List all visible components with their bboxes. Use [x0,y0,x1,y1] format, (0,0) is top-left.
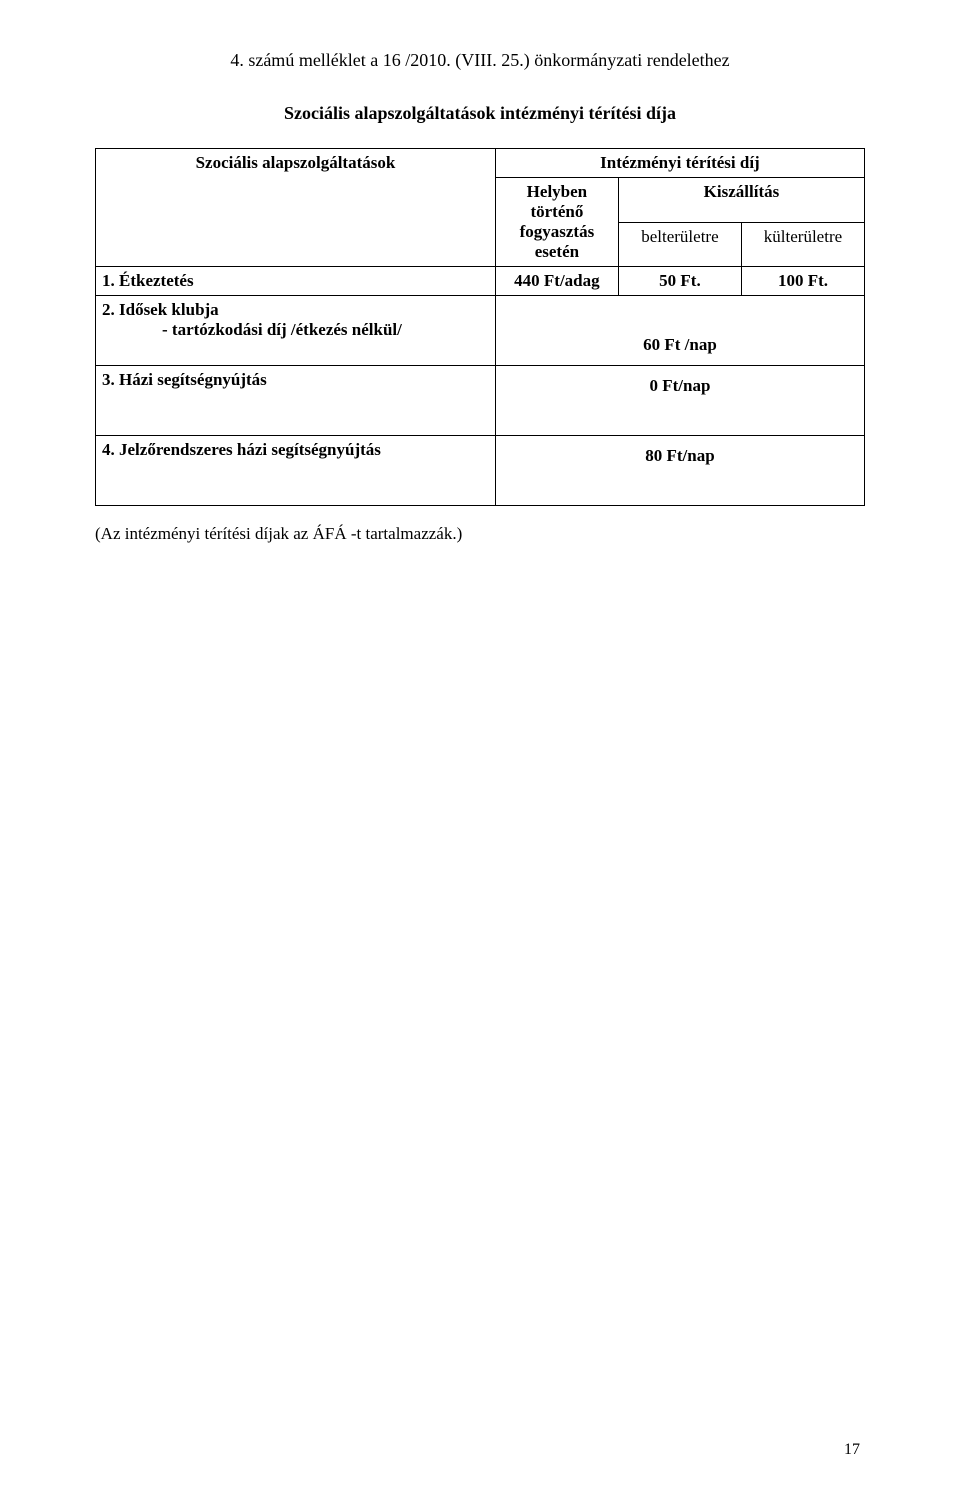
table-row: 4. Jelzőrendszeres házi segítségnyújtás … [96,436,865,506]
table-row: 2. Idősek klubja - tartózkodási díj /étk… [96,296,865,366]
page-number: 17 [844,1441,860,1459]
header-left-label: Szociális alapszolgáltatások [96,149,496,267]
row-col-c: 100 Ft. [741,267,864,296]
header-top-line: 4. számú melléklet a 16 /2010. (VIII. 25… [95,50,865,71]
row-label: 2. Idősek klubja - tartózkodási díj /étk… [96,296,496,366]
header-delivery-label: Kiszállítás [618,178,864,223]
footnote: (Az intézményi térítési díjak az ÁFÁ -t … [95,524,865,544]
row-label: 1. Étkeztetés [96,267,496,296]
header-outer-area-label: külterületre [741,222,864,267]
row-merged-value: 60 Ft /nap [495,296,864,366]
page-container: 4. számú melléklet a 16 /2010. (VIII. 25… [0,0,960,584]
row-label-sub: - tartózkodási díj /étkezés nélkül/ [102,320,402,339]
row-col-b: 50 Ft. [618,267,741,296]
row-merged-value: 0 Ft/nap [495,366,864,436]
table-row: 1. Étkeztetés 440 Ft/adag 50 Ft. 100 Ft. [96,267,865,296]
header-subtitle: Szociális alapszolgáltatások intézményi … [95,103,865,124]
row-label-bold: 2. Idősek klubja [102,300,219,319]
fee-table: Szociális alapszolgáltatások Intézményi … [95,148,865,506]
header-inner-area-label: belterületre [618,222,741,267]
row-label: 4. Jelzőrendszeres házi segítségnyújtás [96,436,496,506]
row-merged-value: 80 Ft/nap [495,436,864,506]
table-header-row-1: Szociális alapszolgáltatások Intézményi … [96,149,865,178]
row-label: 3. Házi segítségnyújtás [96,366,496,436]
header-onsite-label: Helyben történő fogyasztás esetén [495,178,618,267]
row-col-a: 440 Ft/adag [495,267,618,296]
header-fee-label: Intézményi térítési díj [495,149,864,178]
table-row: 3. Házi segítségnyújtás 0 Ft/nap [96,366,865,436]
